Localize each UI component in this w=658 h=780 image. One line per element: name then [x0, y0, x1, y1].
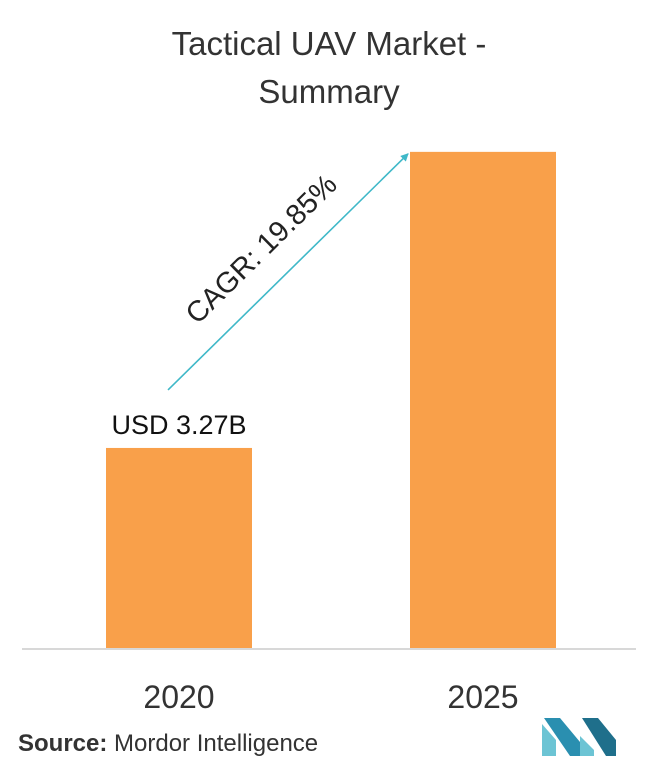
source-label: Source:	[18, 730, 108, 757]
chart-title: Tactical UAV Market - Summary	[0, 20, 658, 116]
x-tick-label-2025: 2025	[447, 679, 518, 715]
bar-2025	[410, 151, 556, 648]
cagr-annotation: CAGR: 19.85%	[180, 169, 344, 331]
source-text: Mordor Intelligence	[107, 730, 319, 757]
mordor-logo-icon	[542, 718, 616, 756]
x-tick-label-2020: 2020	[143, 679, 214, 715]
bar-2020	[106, 447, 252, 648]
bar-chart: CAGR: 19.85% 2020 USD 3.27B 2025	[22, 151, 636, 715]
title-line-1: Tactical UAV Market -	[171, 25, 487, 62]
title-line-2: Summary	[258, 73, 400, 110]
source-note: Source: Mordor Intelligence	[18, 730, 318, 758]
data-label-2020: USD 3.27B	[111, 410, 246, 440]
cagr-arrow	[167, 153, 409, 391]
